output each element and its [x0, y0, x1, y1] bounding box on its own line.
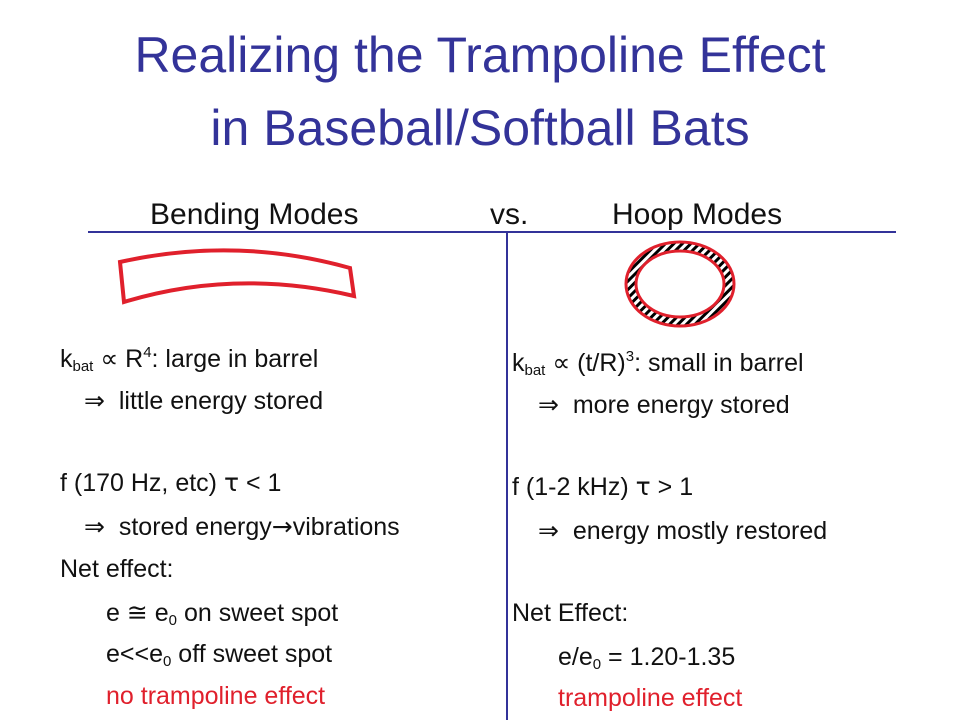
header-vs: vs.: [490, 198, 529, 231]
hoop-mode-ring-icon: [620, 236, 740, 332]
right-net-effect-label: Net Effect:: [512, 599, 629, 627]
left-little-energy-line: ⇒ little energy stored: [84, 386, 324, 415]
right-restored-line: ⇒ energy mostly restored: [538, 516, 828, 545]
right-e-ratio-line: e/e0 = 1.20-1.35: [558, 643, 736, 673]
left-vibrations-line: ⇒ stored energy→vibrations: [84, 512, 400, 541]
left-stiffness-line: kbat ∝ R4: large in barrel: [60, 344, 319, 375]
header-divider-rule: [88, 231, 896, 233]
right-trampoline-effect: trampoline effect: [558, 684, 743, 712]
header-bending-modes: Bending Modes: [150, 198, 359, 231]
right-more-energy-line: ⇒ more energy stored: [538, 390, 790, 419]
slide-title-line-1: Realizing the Trampoline Effect: [134, 27, 826, 83]
bending-mode-bar-icon: [117, 248, 357, 305]
slide-title-line-2: in Baseball/Softball Bats: [210, 100, 750, 156]
left-net-effect-label: Net effect:: [60, 555, 174, 583]
header-hoop-modes: Hoop Modes: [612, 198, 783, 231]
left-e-off-sweet-spot-line: e<<e0 off sweet spot: [106, 640, 333, 670]
left-frequency-line: f (170 Hz, etc) τ < 1: [60, 468, 282, 497]
left-no-trampoline-effect: no trampoline effect: [106, 682, 326, 710]
column-divider-line: [506, 233, 508, 720]
right-stiffness-line: kbat ∝ (t/R)3: small in barrel: [512, 348, 804, 379]
right-frequency-line: f (1-2 kHz) τ > 1: [512, 472, 694, 501]
left-e-sweet-spot-line: e ≅ e0 on sweet spot: [106, 598, 339, 629]
